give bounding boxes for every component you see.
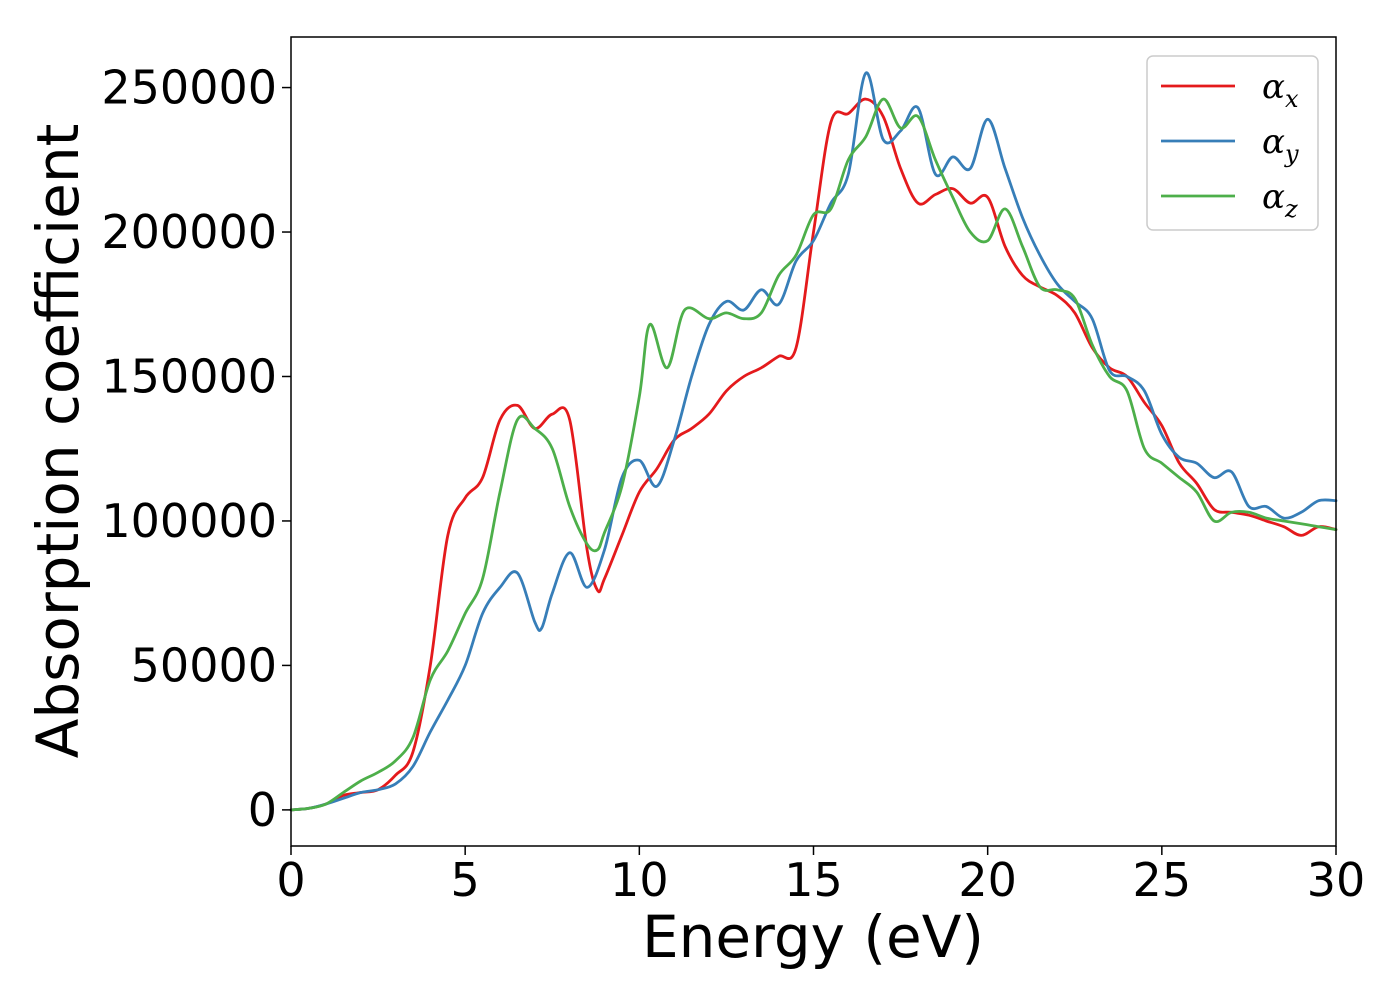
y-tick-label: 100000 <box>101 494 277 548</box>
x-tick-label: 25 <box>1133 853 1192 907</box>
x-tick-label: 20 <box>958 853 1017 907</box>
y-tick-label: 50000 <box>131 638 277 692</box>
y-ticks: 0 50000 100000 150000 200000 250000 <box>101 61 291 837</box>
x-axis-label: Energy (eV) <box>642 903 984 971</box>
x-tick-label: 10 <box>610 853 669 907</box>
y-tick-label: 200000 <box>101 205 277 259</box>
x-ticks: 0 5 10 15 20 25 30 <box>276 846 1365 907</box>
series-line-z <box>289 97 1338 812</box>
series-layer <box>289 71 1338 812</box>
x-tick-label: 0 <box>276 853 305 907</box>
x-tick-label: 5 <box>451 853 480 907</box>
y-tick-label: 250000 <box>101 61 277 115</box>
y-tick-label: 0 <box>248 783 277 837</box>
x-tick-label: 30 <box>1307 853 1366 907</box>
y-tick-label: 150000 <box>101 349 277 403</box>
x-tick-label: 15 <box>784 853 843 907</box>
series-line-y <box>289 71 1338 812</box>
legend-box <box>1146 55 1319 231</box>
y-axis-label: Absorption coefficient <box>24 124 92 759</box>
